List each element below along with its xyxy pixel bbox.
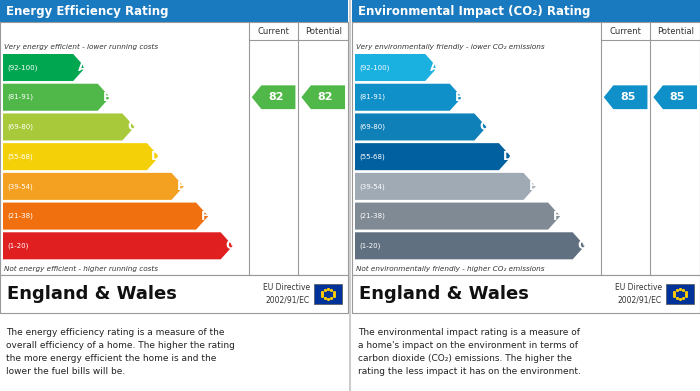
- Text: The environmental impact rating is a measure of
a home's impact on the environme: The environmental impact rating is a mea…: [358, 328, 581, 376]
- Text: 85: 85: [620, 92, 636, 102]
- Text: England & Wales: England & Wales: [7, 285, 177, 303]
- Text: D: D: [503, 150, 513, 163]
- Polygon shape: [604, 85, 648, 109]
- Text: England & Wales: England & Wales: [359, 285, 529, 303]
- Text: (39-54): (39-54): [7, 183, 33, 190]
- Polygon shape: [355, 113, 486, 140]
- Bar: [0, 275, 348, 313]
- Polygon shape: [355, 203, 560, 230]
- Text: The energy efficiency rating is a measure of the
overall efficiency of a home. T: The energy efficiency rating is a measur…: [6, 328, 235, 376]
- Polygon shape: [355, 143, 511, 170]
- Text: (39-54): (39-54): [359, 183, 385, 190]
- Text: E: E: [176, 180, 185, 193]
- Text: (92-100): (92-100): [7, 64, 37, 71]
- Text: G: G: [225, 239, 235, 252]
- Text: (55-68): (55-68): [359, 153, 385, 160]
- Text: (1-20): (1-20): [7, 242, 29, 249]
- Polygon shape: [355, 173, 536, 200]
- Polygon shape: [3, 84, 110, 111]
- Text: (92-100): (92-100): [359, 64, 389, 71]
- Text: Current: Current: [610, 27, 642, 36]
- Text: 85: 85: [670, 92, 685, 102]
- Bar: [0, 22, 348, 275]
- Text: Potential: Potential: [304, 27, 342, 36]
- Text: (21-38): (21-38): [7, 213, 33, 219]
- Polygon shape: [252, 85, 295, 109]
- Text: (81-91): (81-91): [7, 94, 33, 100]
- Polygon shape: [653, 85, 697, 109]
- Bar: [666, 284, 694, 304]
- Polygon shape: [3, 173, 183, 200]
- Text: 82: 82: [268, 92, 284, 102]
- Text: (69-80): (69-80): [359, 124, 385, 130]
- Text: EU Directive
2002/91/EC: EU Directive 2002/91/EC: [615, 283, 662, 305]
- Polygon shape: [3, 203, 209, 230]
- Text: F: F: [553, 210, 561, 222]
- Text: EU Directive
2002/91/EC: EU Directive 2002/91/EC: [263, 283, 310, 305]
- Text: (81-91): (81-91): [359, 94, 385, 100]
- Text: G: G: [577, 239, 587, 252]
- Text: (69-80): (69-80): [7, 124, 33, 130]
- Bar: [0, 0, 348, 22]
- Polygon shape: [3, 113, 134, 140]
- Text: Not environmentally friendly - higher CO₂ emissions: Not environmentally friendly - higher CO…: [356, 265, 545, 272]
- Text: C: C: [127, 120, 136, 133]
- Bar: [352, 275, 700, 313]
- Text: Environmental Impact (CO₂) Rating: Environmental Impact (CO₂) Rating: [358, 5, 590, 18]
- Polygon shape: [3, 143, 159, 170]
- Text: (1-20): (1-20): [359, 242, 380, 249]
- Text: (21-38): (21-38): [359, 213, 385, 219]
- Bar: [314, 284, 342, 304]
- Text: Very energy efficient - lower running costs: Very energy efficient - lower running co…: [4, 44, 158, 50]
- Text: A: A: [430, 61, 439, 74]
- Polygon shape: [3, 54, 85, 81]
- Text: Energy Efficiency Rating: Energy Efficiency Rating: [6, 5, 169, 18]
- Text: A: A: [78, 61, 87, 74]
- Bar: [352, 22, 700, 275]
- Text: F: F: [201, 210, 209, 222]
- Bar: [352, 0, 700, 22]
- Text: B: B: [102, 91, 111, 104]
- Text: Not energy efficient - higher running costs: Not energy efficient - higher running co…: [4, 265, 158, 272]
- Polygon shape: [355, 232, 584, 259]
- Text: Very environmentally friendly - lower CO₂ emissions: Very environmentally friendly - lower CO…: [356, 44, 545, 50]
- Polygon shape: [355, 54, 438, 81]
- Polygon shape: [302, 85, 345, 109]
- Text: D: D: [151, 150, 161, 163]
- Text: Potential: Potential: [657, 27, 694, 36]
- Text: B: B: [454, 91, 463, 104]
- Text: 82: 82: [318, 92, 333, 102]
- Text: Current: Current: [258, 27, 290, 36]
- Text: (55-68): (55-68): [7, 153, 33, 160]
- Text: C: C: [479, 120, 488, 133]
- Polygon shape: [3, 232, 233, 259]
- Polygon shape: [355, 84, 462, 111]
- Text: E: E: [528, 180, 537, 193]
